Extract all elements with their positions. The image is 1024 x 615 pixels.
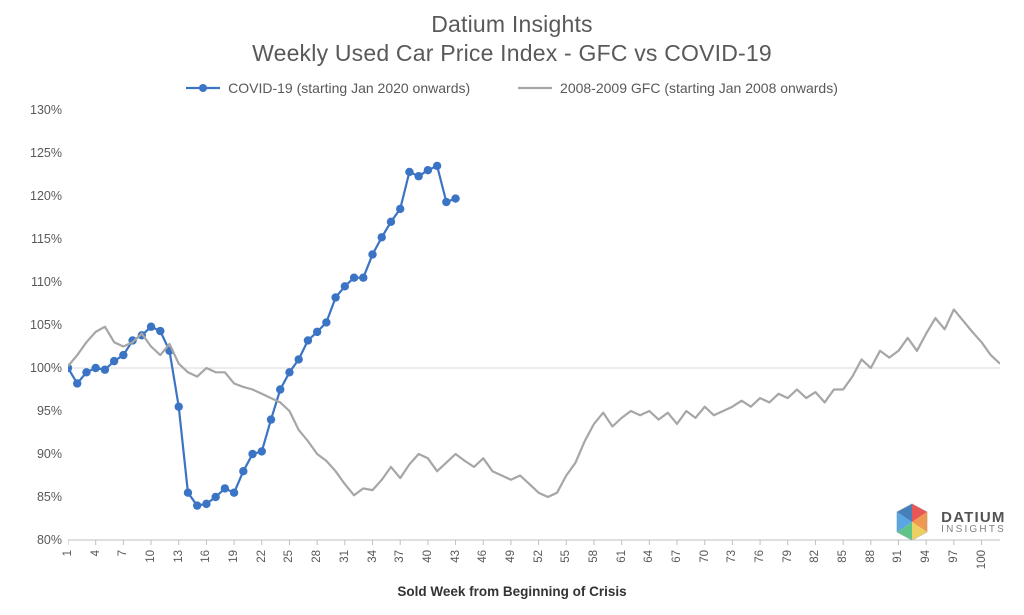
x-axis-title: Sold Week from Beginning of Crisis	[0, 584, 1024, 599]
datium-logo: DATIUM INSIGHTS	[891, 501, 1006, 543]
y-tick-label: 95%	[12, 404, 62, 418]
legend-label-gfc: 2008-2009 GFC (starting Jan 2008 onwards…	[560, 80, 838, 96]
chart-title: Datium Insights Weekly Used Car Price In…	[0, 10, 1024, 68]
x-tick-label: 88	[865, 550, 877, 563]
x-tick-label: 76	[754, 550, 766, 563]
logo-text: DATIUM INSIGHTS	[941, 510, 1006, 535]
x-tick-label: 1	[62, 550, 74, 556]
x-tick-label: 43	[450, 550, 462, 563]
x-tick-label: 94	[920, 550, 932, 563]
x-tick-label: 100	[976, 550, 988, 569]
y-tick-label: 100%	[12, 361, 62, 375]
x-tick-label: 67	[671, 550, 683, 563]
x-tick-label: 34	[367, 550, 379, 563]
x-tick-label: 13	[173, 550, 185, 563]
x-tick-label: 31	[339, 550, 351, 563]
legend-swatch-covid	[186, 82, 220, 94]
x-tick-label: 70	[699, 550, 711, 563]
x-tick-label: 85	[837, 550, 849, 563]
x-tick-label: 49	[505, 550, 517, 563]
legend-label-covid: COVID-19 (starting Jan 2020 onwards)	[228, 80, 470, 96]
y-tick-label: 110%	[12, 275, 62, 289]
y-tick-label: 90%	[12, 447, 62, 461]
chart-legend: COVID-19 (starting Jan 2020 onwards) 200…	[0, 80, 1024, 97]
legend-swatch-gfc	[518, 82, 552, 94]
logo-mark	[891, 501, 933, 543]
x-tick-label: 91	[892, 550, 904, 563]
x-tick-label: 4	[90, 550, 102, 556]
y-tick-label: 105%	[12, 318, 62, 332]
x-tick-label: 19	[228, 550, 240, 563]
y-tick-label: 80%	[12, 533, 62, 547]
legend-item-covid: COVID-19 (starting Jan 2020 onwards)	[186, 80, 470, 96]
x-tick-label: 16	[200, 550, 212, 563]
x-tick-label: 25	[283, 550, 295, 563]
x-tick-label: 64	[643, 550, 655, 563]
x-tick-label: 46	[477, 550, 489, 563]
x-tick-label: 61	[616, 550, 628, 563]
y-tick-label: 130%	[12, 103, 62, 117]
x-tick-label: 22	[256, 550, 268, 563]
legend-item-gfc: 2008-2009 GFC (starting Jan 2008 onwards…	[518, 80, 838, 96]
x-tick-label: 79	[782, 550, 794, 563]
x-tick-label: 52	[533, 550, 545, 563]
x-tick-label: 10	[145, 550, 157, 563]
chart-container: Datium Insights Weekly Used Car Price In…	[0, 0, 1024, 615]
x-tick-label: 7	[117, 550, 129, 556]
title-line-1: Datium Insights	[0, 10, 1024, 39]
y-tick-label: 115%	[12, 232, 62, 246]
x-tick-label: 40	[422, 550, 434, 563]
y-tick-label: 120%	[12, 189, 62, 203]
x-tick-label: 58	[588, 550, 600, 563]
x-tick-label: 55	[560, 550, 572, 563]
logo-text-line2: INSIGHTS	[941, 525, 1006, 535]
x-tick-label: 28	[311, 550, 323, 563]
logo-text-line1: DATIUM	[941, 510, 1006, 525]
y-tick-label: 85%	[12, 490, 62, 504]
x-tick-label: 73	[726, 550, 738, 563]
x-tick-label: 82	[809, 550, 821, 563]
title-line-2: Weekly Used Car Price Index - GFC vs COV…	[0, 39, 1024, 68]
x-tick-label: 97	[948, 550, 960, 563]
plot-area	[68, 110, 1000, 548]
y-tick-label: 125%	[12, 146, 62, 160]
x-tick-label: 37	[394, 550, 406, 563]
